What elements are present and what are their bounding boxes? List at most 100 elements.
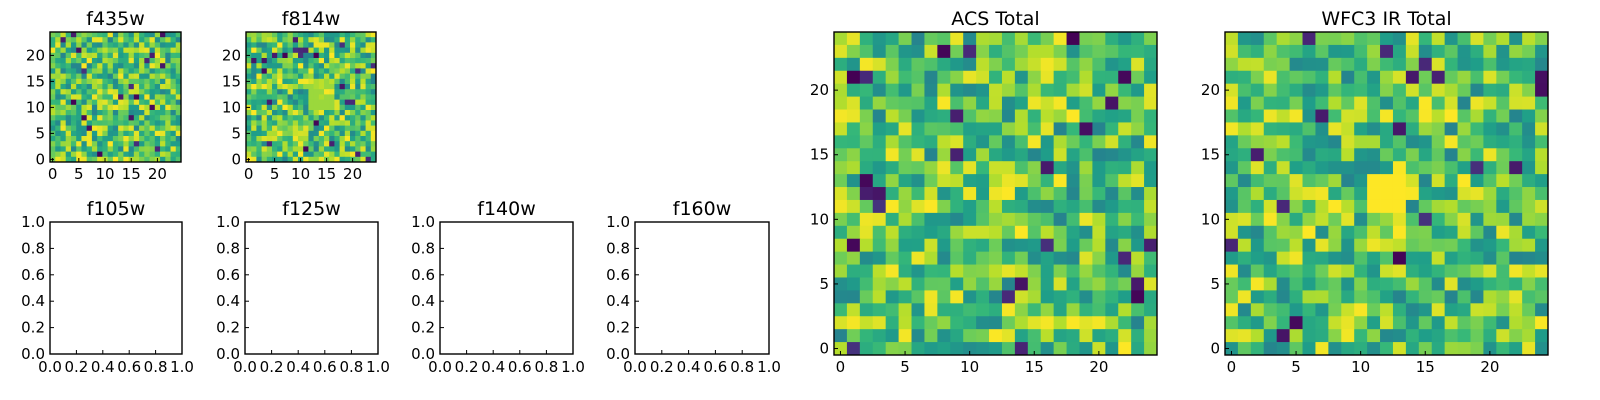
acs-total-cell xyxy=(911,187,925,201)
f814w-cell xyxy=(370,63,377,69)
f814w-cell xyxy=(344,130,351,137)
f814w-cell xyxy=(355,73,361,80)
acs-total-cell xyxy=(1079,32,1093,46)
f435w-cell xyxy=(107,58,114,64)
wfc3-ir-total-cell xyxy=(1392,148,1407,162)
wfc3-ir-total-cell xyxy=(1263,212,1278,227)
f814w-cell xyxy=(251,89,257,95)
wfc3-ir-total-cell xyxy=(1418,83,1433,97)
acs-total-cell xyxy=(963,96,977,110)
f814w-cell xyxy=(292,125,299,132)
wfc3-ir-total-cell xyxy=(1367,290,1381,304)
wfc3-ir-total-cell xyxy=(1444,187,1458,201)
f435w-cell xyxy=(149,136,156,142)
f814w-cell xyxy=(339,110,346,116)
acs-total-cell xyxy=(1027,161,1042,175)
f140w-ytick-label: 1.0 xyxy=(411,213,435,231)
acs-total-cell xyxy=(911,174,925,188)
f435w-cell xyxy=(97,99,103,106)
f814w-cell xyxy=(282,52,288,59)
f105w-xtick-label: 0.6 xyxy=(117,358,141,376)
acs-total-cell xyxy=(1001,32,1016,46)
wfc3-ir-total-cell xyxy=(1444,32,1458,46)
wfc3-ir-total-cell xyxy=(1470,251,1484,265)
wfc3-ir-total-cell xyxy=(1276,303,1290,317)
f435w-cell xyxy=(76,110,82,116)
acs-total-cell xyxy=(834,303,848,317)
f435w-cell xyxy=(65,42,72,48)
f435w-cell xyxy=(123,99,129,106)
f814w-cell xyxy=(360,120,366,126)
f814w-cell xyxy=(324,99,330,106)
f814w-cell xyxy=(339,130,346,137)
f435w-cell xyxy=(97,110,103,116)
f435w-cell xyxy=(107,42,114,48)
wfc3-ir-total-cell xyxy=(1354,329,1368,343)
acs-total-cell xyxy=(1014,148,1029,162)
f814w-cell xyxy=(272,104,278,111)
f435w-cell xyxy=(102,68,109,74)
f435w-cell xyxy=(55,52,61,59)
f435w-cell xyxy=(165,130,171,137)
wfc3-ir-total-cell xyxy=(1302,329,1316,343)
acs-total-cell xyxy=(1053,109,1067,123)
acs-total-cell xyxy=(976,187,990,201)
f435w-cell xyxy=(154,110,161,116)
f814w-cell xyxy=(266,68,273,74)
f435w-cell xyxy=(118,110,124,116)
f435w-cell xyxy=(55,130,61,137)
f814w-cell xyxy=(350,58,356,64)
acs-total-cell xyxy=(1040,83,1055,97)
f814w-cell xyxy=(308,37,314,43)
acs-total-cell xyxy=(989,96,1003,110)
f435w-cell xyxy=(60,84,67,90)
f435w-cell xyxy=(170,68,177,74)
acs-total-cell xyxy=(963,225,977,240)
f435w-cell xyxy=(76,136,82,142)
acs-total-cell xyxy=(1105,329,1119,343)
f435w-cell xyxy=(76,151,82,158)
wfc3-ir-total-cell xyxy=(1276,238,1290,253)
wfc3-ir-total-cell xyxy=(1367,212,1381,227)
acs-total-cell xyxy=(1040,238,1055,253)
wfc3-ir-total-cell xyxy=(1289,290,1303,304)
wfc3-ir-total-cell xyxy=(1431,174,1446,188)
f435w-cell xyxy=(128,63,135,69)
f435w-cell xyxy=(102,52,109,59)
acs-total-cell xyxy=(937,303,951,317)
wfc3-ir-total-cell xyxy=(1237,187,1252,201)
wfc3-ir-total-cell xyxy=(1289,96,1303,110)
acs-total-cell xyxy=(924,238,938,253)
f814w-cell xyxy=(318,78,325,85)
acs-total-cell xyxy=(924,83,938,97)
f814w-cell xyxy=(334,141,340,147)
acs-total-cell xyxy=(1105,32,1119,46)
acs-total-cell xyxy=(1053,277,1067,291)
f814w-cell xyxy=(303,120,309,126)
wfc3-ir-total-cell xyxy=(1392,264,1407,278)
wfc3-ir-total-cell xyxy=(1522,251,1536,265)
f435w-cell xyxy=(139,37,145,43)
f814w-cell xyxy=(344,73,351,80)
acs-total-cell xyxy=(1066,174,1080,188)
acs-total-cell xyxy=(937,264,951,278)
f435w-cell xyxy=(97,52,103,59)
wfc3-ir-total-cell xyxy=(1457,83,1471,97)
f814w-cell xyxy=(370,151,377,158)
f435w-cell xyxy=(86,68,93,74)
f435w-cell xyxy=(149,141,156,147)
wfc3-ir-total-cell xyxy=(1328,135,1342,149)
wfc3-ir-total-ytick-label: 20 xyxy=(1201,81,1220,99)
wfc3-ir-total-cell xyxy=(1250,199,1265,214)
f435w-cell xyxy=(91,130,98,137)
f814w-cell xyxy=(350,84,356,90)
f435w-cell xyxy=(175,136,182,142)
wfc3-ir-total-cell xyxy=(1380,109,1394,123)
f814w-cell xyxy=(370,78,377,85)
f435w-cell xyxy=(144,68,150,74)
f435w-cell xyxy=(102,89,109,95)
wfc3-ir-total-cell xyxy=(1444,199,1458,214)
f435w-cell xyxy=(160,94,166,100)
f814w-cell xyxy=(282,104,288,111)
f814w-cell xyxy=(365,104,372,111)
